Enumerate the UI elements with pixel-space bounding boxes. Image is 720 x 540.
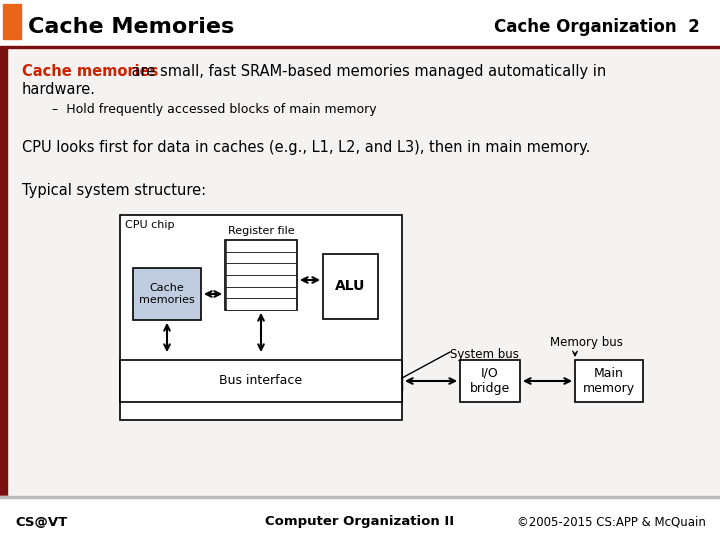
Text: hardware.: hardware. bbox=[22, 82, 96, 97]
Bar bbox=[0, 496, 720, 497]
Bar bbox=[133, 268, 201, 320]
Text: Bus interface: Bus interface bbox=[220, 375, 302, 388]
Text: CPU chip: CPU chip bbox=[125, 220, 174, 230]
Text: Cache Organization  2: Cache Organization 2 bbox=[494, 18, 700, 36]
Bar bbox=[226, 275, 296, 287]
Bar bbox=[226, 264, 296, 275]
Text: Register file: Register file bbox=[228, 226, 294, 236]
Bar bbox=[120, 360, 402, 402]
Text: CPU looks first for data in caches (e.g., L1, L2, and L3), then in main memory.: CPU looks first for data in caches (e.g.… bbox=[22, 140, 590, 155]
Text: Typical system structure:: Typical system structure: bbox=[22, 183, 206, 198]
Bar bbox=[7, 46, 720, 48]
Bar bbox=[323, 254, 378, 319]
Text: CS@VT: CS@VT bbox=[15, 516, 67, 529]
Text: Cache Memories: Cache Memories bbox=[28, 17, 234, 37]
Text: ALU: ALU bbox=[336, 280, 366, 294]
Text: are small, fast SRAM-based memories managed automatically in: are small, fast SRAM-based memories mana… bbox=[127, 64, 606, 79]
Bar bbox=[460, 360, 520, 402]
Bar bbox=[3, 4, 21, 39]
Text: Main
memory: Main memory bbox=[583, 367, 635, 395]
Bar bbox=[226, 252, 296, 264]
Bar bbox=[7, 46, 720, 496]
Text: System bus: System bus bbox=[450, 348, 519, 361]
Bar bbox=[225, 240, 297, 310]
Bar bbox=[120, 215, 402, 420]
Bar bbox=[0, 46, 7, 496]
Text: Computer Organization II: Computer Organization II bbox=[266, 516, 454, 529]
Bar bbox=[575, 360, 643, 402]
Text: –  Hold frequently accessed blocks of main memory: – Hold frequently accessed blocks of mai… bbox=[52, 103, 377, 116]
Bar bbox=[0, 496, 720, 540]
Bar bbox=[0, 0, 720, 46]
Bar bbox=[226, 298, 296, 310]
Text: Cache
memories: Cache memories bbox=[139, 283, 195, 305]
Text: I/O
bridge: I/O bridge bbox=[470, 367, 510, 395]
Bar bbox=[226, 240, 296, 252]
Text: ©2005-2015 CS:APP & McQuain: ©2005-2015 CS:APP & McQuain bbox=[517, 516, 706, 529]
Text: Cache memories: Cache memories bbox=[22, 64, 158, 79]
Bar bbox=[226, 287, 296, 298]
Text: Memory bus: Memory bus bbox=[550, 336, 623, 349]
